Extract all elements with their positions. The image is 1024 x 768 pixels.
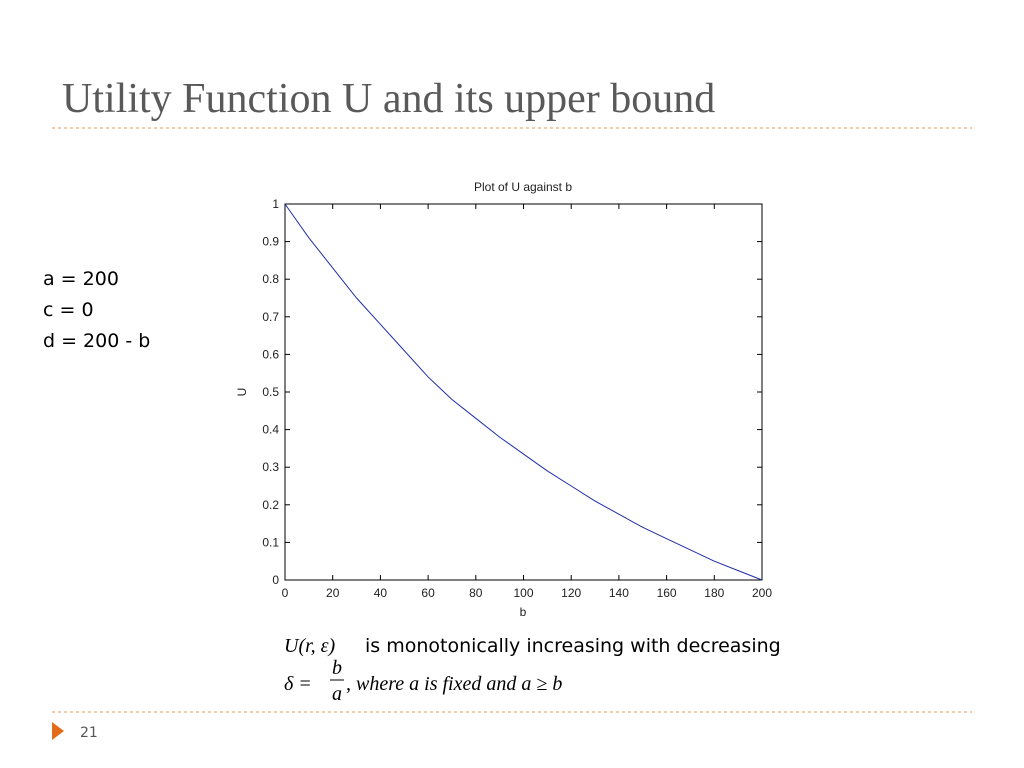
y-tick-label: 1 xyxy=(272,197,279,211)
y-tick-label: 0.8 xyxy=(262,272,279,286)
page-number: 21 xyxy=(80,725,98,741)
param: d = 200 - b xyxy=(43,330,150,352)
y-tick-label: 0.6 xyxy=(262,347,279,361)
x-tick-label: 140 xyxy=(609,586,629,600)
param: a = 200 xyxy=(43,268,119,290)
x-axis-label: b xyxy=(520,605,527,619)
math: , where a is fixed and a ≥ b xyxy=(346,673,562,695)
y-tick-label: 0.1 xyxy=(262,535,279,549)
plot-frame xyxy=(284,203,763,581)
math: U(r, ε) xyxy=(284,635,336,657)
fraction-denominator: a xyxy=(332,683,342,705)
y-axis-label: U xyxy=(235,388,249,397)
x-tick-label: 100 xyxy=(513,586,533,600)
y-tick-label: 0.2 xyxy=(262,498,279,512)
x-tick-label: 80 xyxy=(469,586,483,600)
x-tick-label: 180 xyxy=(704,586,724,600)
x-tick-label: 20 xyxy=(326,586,340,600)
x-tick-label: 200 xyxy=(752,586,772,600)
data-line xyxy=(284,203,763,581)
x-tick-label: 40 xyxy=(374,586,388,600)
param: c = 0 xyxy=(43,299,94,321)
chart-title: Plot of U against b xyxy=(474,180,572,194)
x-tick-label: 60 xyxy=(421,586,435,600)
y-tick-label: 0.9 xyxy=(262,235,279,249)
y-tick-label: 0.7 xyxy=(262,310,279,324)
y-tick-label: 0.3 xyxy=(262,460,279,474)
fraction-numerator: b xyxy=(332,657,342,679)
y-tick-label: 0 xyxy=(272,573,279,587)
math: δ = xyxy=(284,673,312,695)
y-tick-label: 0.4 xyxy=(262,423,279,437)
x-tick-label: 160 xyxy=(657,586,677,600)
y-tick-label: 0.5 xyxy=(262,385,279,399)
bullet-icon xyxy=(52,722,64,740)
slide-title: Utility Function U and its upper bound xyxy=(62,76,715,122)
caption: is monotonically increasing with decreas… xyxy=(365,635,781,657)
x-tick-label: 0 xyxy=(282,586,289,600)
x-tick-label: 120 xyxy=(561,586,581,600)
